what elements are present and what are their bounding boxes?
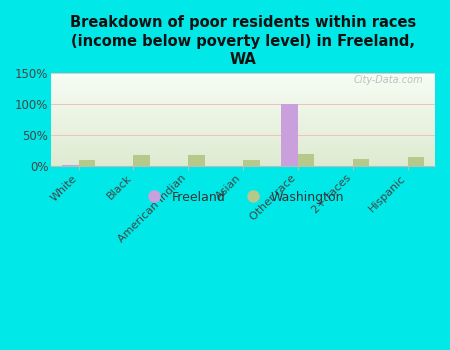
Bar [133, 155, 150, 166]
Text: City-Data.com: City-Data.com [354, 75, 423, 85]
Bar [79, 160, 95, 166]
Bar [353, 159, 369, 166]
Bar [243, 161, 260, 166]
Bar [188, 155, 205, 166]
Legend: Freeland, Washington: Freeland, Washington [137, 186, 349, 209]
Bar [281, 104, 298, 166]
Bar [298, 154, 315, 166]
Bar [62, 165, 79, 166]
Bar [408, 157, 424, 166]
Title: Breakdown of poor residents within races
(income below poverty level) in Freelan: Breakdown of poor residents within races… [70, 15, 416, 67]
